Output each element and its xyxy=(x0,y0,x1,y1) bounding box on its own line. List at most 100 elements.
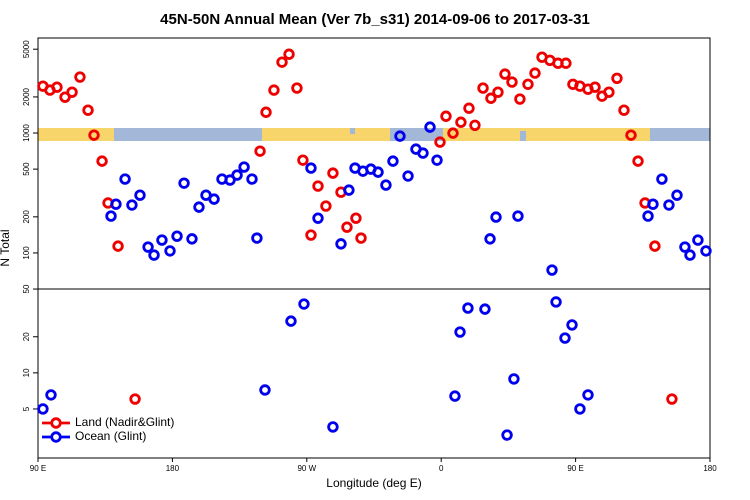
point xyxy=(126,199,138,211)
point xyxy=(574,403,586,415)
point xyxy=(82,104,94,116)
point xyxy=(469,119,481,131)
y-tick-label: 200 xyxy=(22,210,31,224)
point xyxy=(341,221,353,233)
point xyxy=(692,234,704,246)
point xyxy=(327,167,339,179)
point xyxy=(327,421,339,433)
y-tick-label: 5000 xyxy=(22,40,31,58)
point xyxy=(276,56,288,68)
point xyxy=(440,110,452,122)
point xyxy=(434,136,446,148)
y-tick-label: 5 xyxy=(22,406,31,411)
point xyxy=(700,245,712,257)
point xyxy=(105,210,117,222)
point xyxy=(51,81,63,93)
y-tick-label: 50 xyxy=(22,284,31,293)
legend-marker xyxy=(50,417,62,429)
point xyxy=(74,71,86,83)
point xyxy=(260,106,272,118)
point xyxy=(96,155,108,167)
point xyxy=(268,84,280,96)
point xyxy=(589,81,601,93)
legend-marker xyxy=(50,431,62,443)
point xyxy=(119,173,131,185)
y-tick-label: 20 xyxy=(22,332,31,341)
point xyxy=(238,161,250,173)
point xyxy=(291,82,303,94)
point xyxy=(522,78,534,90)
point xyxy=(546,264,558,276)
point xyxy=(611,72,623,84)
y-tick-label: 500 xyxy=(22,162,31,176)
y-tick-label: 10 xyxy=(22,368,31,377)
point xyxy=(88,129,100,141)
point xyxy=(312,180,324,192)
point xyxy=(380,179,392,191)
y-axis-label: N Total xyxy=(0,229,12,266)
point xyxy=(603,86,615,98)
point xyxy=(305,229,317,241)
point xyxy=(259,384,271,396)
point xyxy=(656,173,668,185)
point xyxy=(156,234,168,246)
point xyxy=(394,130,406,142)
point xyxy=(618,104,630,116)
point xyxy=(632,155,644,167)
point xyxy=(251,232,263,244)
point xyxy=(506,76,518,88)
point xyxy=(508,373,520,385)
point xyxy=(684,249,696,261)
point xyxy=(490,211,502,223)
point xyxy=(142,241,154,253)
point xyxy=(492,86,504,98)
point xyxy=(178,177,190,189)
point xyxy=(463,102,475,114)
point xyxy=(320,200,332,212)
point xyxy=(566,319,578,331)
point xyxy=(129,393,141,405)
x-axis-label: Longitude (deg E) xyxy=(326,476,421,490)
point xyxy=(514,93,526,105)
point xyxy=(582,389,594,401)
point xyxy=(454,326,466,338)
x-tick-label: 90 E xyxy=(30,464,46,473)
point xyxy=(479,303,491,315)
point xyxy=(372,166,384,178)
point xyxy=(164,245,176,257)
point xyxy=(171,230,183,242)
point xyxy=(350,212,362,224)
point xyxy=(66,86,78,98)
point xyxy=(431,154,443,166)
point xyxy=(231,169,243,181)
map-strip xyxy=(38,128,710,141)
point xyxy=(246,173,258,185)
point xyxy=(477,82,489,94)
point xyxy=(45,389,57,401)
point xyxy=(37,403,49,415)
point xyxy=(649,240,661,252)
point xyxy=(550,296,562,308)
point xyxy=(529,67,541,79)
x-tick-label: 0 xyxy=(439,464,444,473)
point xyxy=(455,116,467,128)
point xyxy=(484,233,496,245)
x-tick-label: 90 E xyxy=(567,464,583,473)
point xyxy=(298,298,310,310)
y-tick-label: 1000 xyxy=(22,124,31,142)
point xyxy=(485,92,497,104)
point xyxy=(424,121,436,133)
point xyxy=(402,170,414,182)
x-tick-label: 180 xyxy=(166,464,180,473)
point xyxy=(343,184,355,196)
point xyxy=(297,154,309,166)
point xyxy=(679,241,691,253)
point xyxy=(647,198,659,210)
point xyxy=(666,393,678,405)
point xyxy=(224,174,236,186)
point xyxy=(148,249,160,261)
point xyxy=(335,238,347,250)
point xyxy=(112,240,124,252)
point xyxy=(642,210,654,222)
